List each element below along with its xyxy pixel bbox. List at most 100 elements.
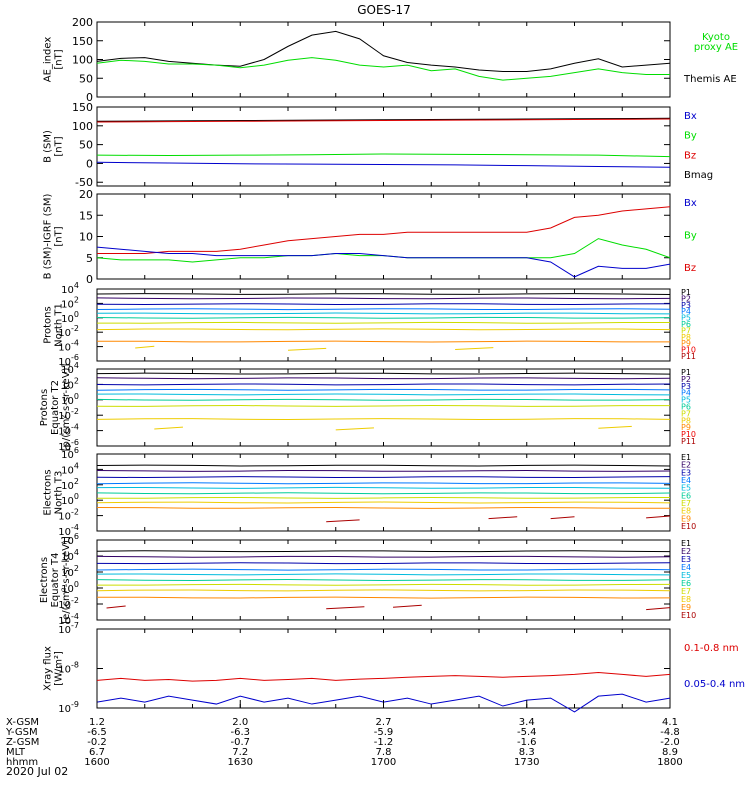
legend-item: P7 xyxy=(681,326,691,335)
y-tick-label: 100 xyxy=(72,120,93,133)
y-axis-label: Electrons xyxy=(39,557,50,603)
y-tick-exponent: -4 xyxy=(71,523,79,532)
legend-item: E6 xyxy=(681,579,691,588)
legend-item: P5 xyxy=(681,396,691,405)
legend-item: P5 xyxy=(681,314,691,323)
legend-item: P1 xyxy=(681,288,691,297)
channel-line xyxy=(96,492,671,495)
y-axis-label: Electrons xyxy=(43,469,54,515)
legend-item: E4 xyxy=(681,476,691,485)
channel-line xyxy=(96,555,671,558)
channel-fragment xyxy=(646,515,671,519)
legend-item: Themis AE xyxy=(683,74,737,85)
legend-item: 0.1-0.8 nm xyxy=(684,643,739,654)
y-axis-label: Equator T4 xyxy=(50,553,61,608)
y-tick-exponent: -2 xyxy=(71,596,79,605)
y-tick-exponent: 0 xyxy=(74,492,79,501)
ephemeris-value: -6.3 xyxy=(230,727,250,738)
y-tick-exponent: 4 xyxy=(74,461,79,470)
panel-frame xyxy=(96,368,671,447)
channel-line xyxy=(96,501,671,504)
y-tick-exponent: -4 xyxy=(71,339,79,348)
y-tick-label: 0 xyxy=(86,273,93,286)
series-line xyxy=(96,246,671,278)
y-axis-label: Protons xyxy=(39,389,50,426)
ephemeris-value: -2.0 xyxy=(660,737,680,748)
channel-line xyxy=(96,340,671,343)
legend-item: Bmag xyxy=(684,170,713,181)
figure-title: GOES-17 xyxy=(357,3,411,17)
legend-item: P2 xyxy=(681,375,691,384)
channel-line xyxy=(96,377,671,380)
ephemeris-value: -5.9 xyxy=(374,727,394,738)
ephemeris-value: 1630 xyxy=(228,757,253,768)
channel-fragment xyxy=(335,427,374,431)
ephemeris-value: 1730 xyxy=(514,757,539,768)
y-tick-exponent: -8 xyxy=(71,661,79,670)
channel-fragment xyxy=(287,347,327,351)
y-tick-exponent: 4 xyxy=(74,281,79,290)
legend-item: E10 xyxy=(681,522,696,531)
legend-item: E8 xyxy=(681,507,691,516)
y-tick-exponent: 2 xyxy=(74,295,79,304)
ephemeris-value: 2.7 xyxy=(376,717,392,728)
legend-item: E4 xyxy=(681,563,691,572)
channel-line xyxy=(96,589,671,592)
y-tick-exponent: -4 xyxy=(71,423,79,432)
ephemeris-row-label: hhmm xyxy=(6,757,38,768)
y-tick-exponent: 0 xyxy=(74,392,79,401)
series-line xyxy=(96,153,671,158)
y-tick-exponent: -2 xyxy=(71,407,79,416)
channel-line xyxy=(96,316,671,319)
legend-item: P6 xyxy=(681,403,691,412)
legend-item: 0.05-0.4 nm xyxy=(684,679,745,690)
legend-item: E7 xyxy=(681,499,691,508)
y-tick-label: 10-9 xyxy=(58,700,79,715)
legend-item: E8 xyxy=(681,595,691,604)
y-axis-label: B (SM) xyxy=(43,130,54,163)
legend-item: P4 xyxy=(681,389,691,398)
ephemeris-row-label: Y-GSM xyxy=(5,727,38,738)
channel-fragment xyxy=(598,425,632,429)
y-tick-label: 0 xyxy=(86,157,93,170)
ephemeris-value: -1.2 xyxy=(374,737,394,748)
legend-item: E3 xyxy=(681,555,691,564)
channel-line xyxy=(96,303,671,306)
legend-item: P10 xyxy=(681,430,696,439)
legend-item: P9 xyxy=(681,339,691,348)
ephemeris-row-label: Z-GSM xyxy=(6,737,39,748)
ephemeris-value: -6.5 xyxy=(87,727,107,738)
channel-fragment xyxy=(135,345,155,349)
y-tick-label: 5 xyxy=(86,252,93,265)
channel-line xyxy=(96,482,671,485)
y-tick-exponent: -2 xyxy=(71,508,79,517)
legend-item: P4 xyxy=(681,307,691,316)
series-line xyxy=(97,206,671,254)
ephemeris-value: -5.4 xyxy=(517,727,537,738)
channel-line xyxy=(96,476,671,479)
channel-line xyxy=(96,321,671,324)
legend-item: P8 xyxy=(681,333,691,342)
y-axis-label: B (SM)-IGRF (SM) xyxy=(43,194,54,280)
ephemeris-value: 7.2 xyxy=(232,747,248,758)
channel-line xyxy=(96,573,671,576)
legend-item: P6 xyxy=(681,320,691,329)
y-axis-label: Protons xyxy=(43,306,54,343)
channel-line xyxy=(96,293,671,295)
series-line xyxy=(96,161,671,168)
ephemeris-value: -0.2 xyxy=(87,737,107,748)
y-axis-label: [e/(cm²-s-sr-keV)] xyxy=(61,536,72,624)
ephemeris-row-label: X-GSM xyxy=(6,717,39,728)
y-tick-label: 100 xyxy=(72,54,93,67)
ephemeris-value: 4.1 xyxy=(662,717,678,728)
y-axis-label: [nT] xyxy=(54,49,65,69)
ephemeris-value: 1700 xyxy=(371,757,396,768)
y-tick-exponent: 4 xyxy=(74,361,79,370)
y-tick-exponent: 0 xyxy=(74,580,79,589)
series-line xyxy=(96,118,671,123)
y-axis-label: Equator T2 xyxy=(50,380,61,435)
legend-item: P8 xyxy=(681,416,691,425)
channel-fragment xyxy=(646,607,671,611)
